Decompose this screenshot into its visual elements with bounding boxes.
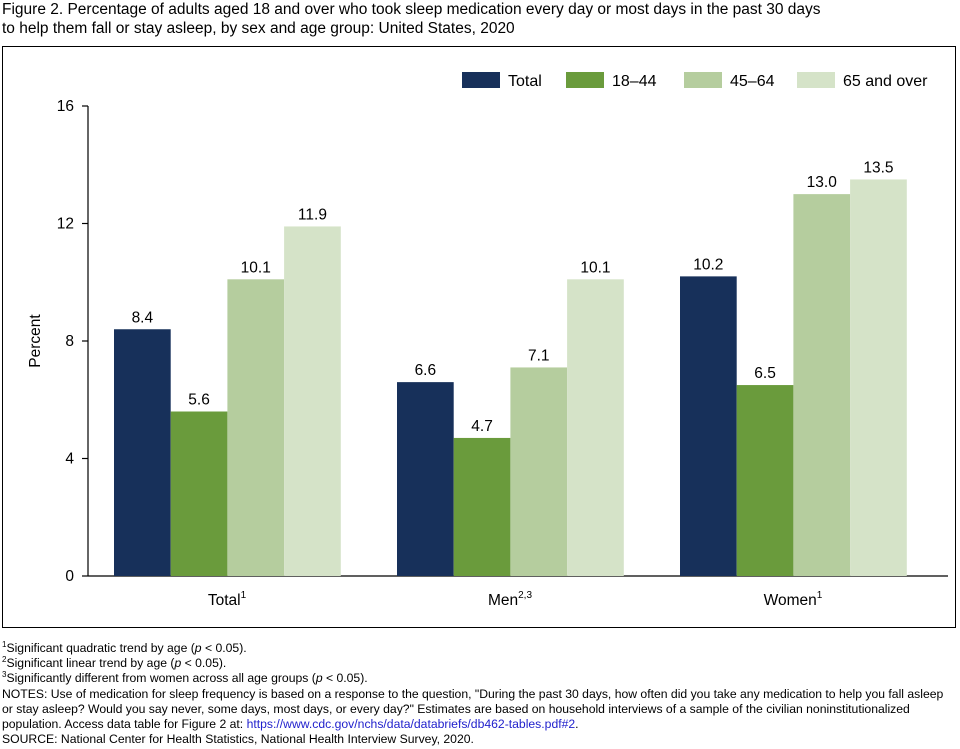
y-tick-label-0: 0 [65,568,74,585]
y-tick-label-3: 12 [57,216,74,233]
footnote-1-text-end: < 0.05). [201,641,247,655]
data-label-1-1: 4.7 [471,418,493,435]
legend-label-3: 65 and over [843,73,928,90]
legend-swatch-3 [797,72,835,88]
data-label-0-0: 8.4 [132,309,154,326]
legend-swatch-2 [684,72,722,88]
x-tick-label-0: Total1 [208,590,247,609]
legend-label-0: Total [508,73,542,90]
footnote-3-marker: 3 [2,670,7,680]
data-label-0-1: 5.6 [188,392,210,409]
footnote-3-text: Significantly different from women acros… [6,671,316,686]
source-line: SOURCE: National Center for Health Stati… [2,732,474,747]
data-label-1-0: 6.6 [415,362,437,379]
footnotes: 1Significant quadratic trend by age (p <… [2,639,957,747]
footnote-2-marker: 2 [2,655,7,665]
data-label-2-0: 10.2 [693,256,723,273]
legend-label-2: 45–64 [730,73,775,90]
bar-1-2 [510,367,568,576]
legend-swatch-1 [566,72,604,88]
bar-0-0 [114,329,171,576]
data-label-0-3: 11.9 [298,206,327,223]
bar-0-3 [284,226,341,576]
footnote-3-p: p [315,671,323,686]
footnote-1-text: Significant quadratic trend by age ( [6,641,195,655]
x-tick-label-2: Women1 [764,590,823,609]
data-label-2-2: 13.0 [807,174,838,191]
y-tick-label-1: 4 [65,451,74,468]
bar-2-3 [850,179,907,576]
data-label-0-2: 10.1 [241,259,271,276]
data-label-1-2: 7.1 [528,347,550,364]
bar-0-2 [227,279,285,576]
bar-2-0 [680,276,737,576]
bar-2-2 [793,194,851,576]
data-label-2-3: 13.5 [863,159,893,176]
figure-title-line-1: Figure 2. Percentage of adults aged 18 a… [2,1,821,18]
footnote-3-text-end: < 0.05). [322,671,368,686]
footnote-2-p: p [174,656,182,671]
x-tick-label-1: Men2,3 [488,590,532,609]
figure-title-line-2: to help them fall or stay asleep, by sex… [2,20,515,37]
notes-paragraph: NOTES: Use of medication for sleep frequ… [2,687,957,733]
notes-end: . [575,717,579,732]
data-label-2-1: 6.5 [754,365,776,382]
footnote-1-marker: 1 [2,639,7,649]
data-label-1-3: 10.1 [580,259,610,276]
legend-swatch-0 [462,72,500,88]
data-table-link[interactable]: https://www.cdc.gov/nchs/data/databriefs… [246,717,576,732]
bar-1-1 [453,437,511,576]
notes-text: NOTES: Use of medication for sleep frequ… [2,686,944,732]
bar-2-1 [736,385,794,576]
footnote-2: 2Significant linear trend by age (p < 0.… [2,656,957,671]
bar-1-3 [567,279,624,576]
figure-title: Figure 2. Percentage of adults aged 18 a… [2,0,952,38]
footnote-1-p: p [194,641,202,655]
bar-0-1 [170,411,228,576]
y-tick-label-4: 16 [57,98,74,115]
footnote-2-text-end: < 0.05). [181,656,227,671]
chart-frame [2,46,956,628]
legend-label-1: 18–44 [612,73,657,90]
footnote-1: 1Significant quadratic trend by age (p <… [2,639,957,656]
footnote-2-text: Significant linear trend by age ( [6,656,175,671]
bar-1-0 [397,382,454,576]
y-tick-label-2: 8 [65,333,74,350]
y-axis-label: Percent [27,314,44,368]
footnote-3: 3Significantly different from women acro… [2,671,957,686]
